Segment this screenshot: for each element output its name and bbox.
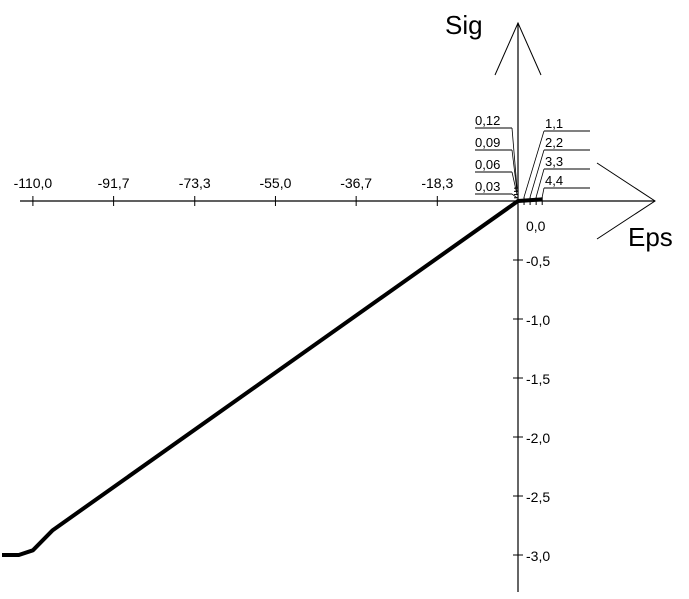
positive-x-ticks: 1,1 2,2 3,3 4,4 (523, 116, 590, 205)
y-tick-label: -1,5 (526, 371, 550, 387)
y-tick-label: -2,5 (526, 489, 550, 505)
pos-x-tick-label: 2,2 (545, 135, 563, 150)
curve-layer (2, 197, 543, 557)
y-tick-label: 0,0 (526, 218, 546, 234)
pos-y-leader (511, 127, 518, 189)
negative-x-ticks: -110,0 -91,7 -73,3 -55,0 -36,7 -18,3 (14, 175, 453, 206)
series-line (2, 197, 543, 557)
pos-y-tick-label: 0,03 (475, 179, 500, 194)
x-tick-label: -73,3 (179, 175, 211, 191)
pos-y-leader (511, 193, 518, 199)
x-tick-label: -55,0 (259, 175, 291, 191)
positive-y-ticks: 0,03 0,06 0,09 0,12 (475, 113, 518, 199)
pos-x-leader (541, 187, 545, 198)
pos-y-leader (511, 149, 518, 192)
pos-x-leader (529, 149, 545, 198)
pos-x-tick-label: 3,3 (545, 154, 563, 169)
pos-y-tick-label: 0,09 (475, 135, 500, 150)
pos-y-leader (511, 171, 518, 195)
y-tick-label: -2,0 (526, 430, 550, 446)
x-tick-label: -91,7 (98, 175, 130, 191)
y-tick-label: -3,0 (526, 548, 550, 564)
x-tick-label: -36,7 (340, 175, 372, 191)
pos-y-tick-label: 0,12 (475, 113, 500, 128)
y-tick-label: -1,0 (526, 312, 550, 328)
y-tick-label: -0,5 (526, 253, 550, 269)
x-axis-name: Eps (628, 222, 673, 252)
pos-x-tick-label: 1,1 (545, 116, 563, 131)
x-tick-label: -18,3 (421, 175, 453, 191)
y-ticks: 0,0 -0,5 -1,0 -1,5 -2,0 -2,5 -3,0 (513, 218, 550, 564)
x-tick-label: -110,0 (14, 175, 53, 191)
pos-y-tick-label: 0,06 (475, 157, 500, 172)
y-axis-name: Sig (445, 10, 483, 40)
pos-x-leader (523, 130, 545, 198)
pos-x-leader (535, 168, 545, 198)
y-axis-arrowhead (494, 21, 542, 76)
pos-x-tick-label: 4,4 (545, 173, 563, 188)
x-axis-arrowhead (596, 162, 656, 240)
